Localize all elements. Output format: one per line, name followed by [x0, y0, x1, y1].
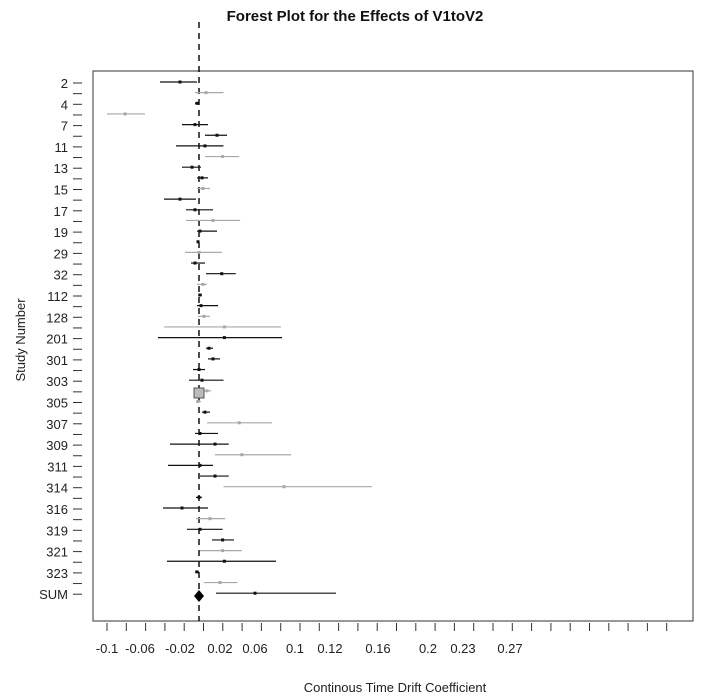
- point-estimate: [196, 240, 200, 244]
- y-tick-label: 201: [46, 332, 68, 347]
- y-tick-label: 307: [46, 417, 68, 432]
- y-tick-label: 319: [46, 523, 68, 538]
- point-estimate: [195, 570, 199, 574]
- point-estimate: [193, 208, 197, 212]
- y-tick-label: 29: [54, 246, 68, 261]
- y-tick-label: 314: [46, 481, 68, 496]
- point-estimate: [178, 80, 182, 84]
- point-estimate: [200, 378, 204, 382]
- x-tick-label: 0.12: [317, 641, 342, 656]
- point-estimate: [201, 282, 205, 286]
- x-axis-label: Continous Time Drift Coefficient: [304, 680, 487, 695]
- point-estimate: [237, 421, 241, 425]
- study-rows: [107, 80, 372, 602]
- point-estimate: [197, 495, 201, 499]
- point-estimate: [203, 144, 207, 148]
- point-estimate: [195, 101, 199, 105]
- y-tick-label: 311: [47, 459, 68, 474]
- y-tick-label: 305: [46, 396, 68, 411]
- point-estimate: [213, 474, 217, 478]
- x-tick-label: 0.27: [497, 641, 522, 656]
- y-tick-label: SUM: [39, 587, 68, 602]
- point-estimate: [218, 581, 222, 585]
- point-estimate: [197, 368, 201, 372]
- y-tick-label: 4: [61, 97, 68, 112]
- point-estimate: [190, 165, 194, 169]
- y-tick-label: 7: [61, 119, 68, 134]
- y-tick-label: 309: [46, 438, 68, 453]
- y-tick-label: 321: [46, 545, 68, 560]
- point-estimate: [213, 442, 217, 446]
- x-axis: -0.1 -0.06 -0.02 0.02 0.06 0.1 0.12 0.16 0.2 0.23…: [96, 623, 668, 656]
- x-tick-label: 0.1: [286, 641, 304, 656]
- x-tick-label: 0.16: [365, 641, 390, 656]
- summary-diamond: [194, 590, 204, 602]
- point-estimate: [202, 314, 206, 318]
- y-tick-label: 128: [46, 310, 68, 325]
- point-estimate: [200, 176, 204, 180]
- y-tick-label: 112: [47, 289, 68, 304]
- point-estimate: [198, 527, 202, 531]
- point-estimate: [221, 549, 225, 553]
- point-estimate: [220, 272, 224, 276]
- x-tick-label: 0.06: [242, 641, 267, 656]
- point-estimate: [207, 346, 211, 350]
- y-tick-label: 19: [54, 225, 68, 240]
- y-axis-label: Study Number: [13, 298, 28, 382]
- y-tick-label: 15: [54, 183, 68, 198]
- point-estimate: [201, 187, 205, 190]
- x-tick-label: 0.2: [419, 641, 437, 656]
- point-estimate: [193, 261, 197, 265]
- point-estimate: [198, 463, 202, 467]
- point-estimate: [221, 155, 225, 159]
- point-estimate: [198, 293, 202, 297]
- point-estimate: [198, 431, 202, 435]
- point-estimate: [203, 410, 207, 414]
- plot-frame: [92, 70, 694, 622]
- chart-title: Forest Plot for the Effects of V1toV2: [226, 8, 484, 25]
- point-estimate: [178, 197, 182, 201]
- point-estimate: [282, 485, 286, 489]
- y-tick-label: 17: [54, 204, 68, 219]
- point-estimate: [123, 112, 127, 116]
- y-tick-label: 301: [46, 353, 68, 368]
- y-tick-label: 11: [55, 140, 69, 155]
- y-tick-label: 32: [54, 268, 68, 283]
- point-estimate: [193, 123, 197, 127]
- y-tick-label: 316: [46, 502, 68, 517]
- point-estimate: [240, 453, 244, 457]
- point-estimate: [205, 389, 209, 393]
- point-estimate: [222, 325, 226, 329]
- point-estimate: [222, 559, 226, 563]
- point-estimate: [211, 218, 215, 222]
- point-estimate: [196, 400, 200, 403]
- x-tick-label: 0.23: [450, 641, 475, 656]
- point-estimate: [180, 506, 184, 510]
- y-tick-label: 13: [54, 161, 68, 176]
- y-tick-label: 303: [46, 374, 68, 389]
- point-estimate: [197, 250, 201, 254]
- x-tick-label: 0.02: [207, 641, 232, 656]
- point-estimate: [204, 91, 208, 95]
- point-estimate: [211, 357, 215, 361]
- weight-box: [193, 387, 205, 399]
- point-estimate: [253, 591, 257, 595]
- point-estimate: [215, 133, 219, 137]
- x-tick-label: -0.1: [96, 641, 118, 656]
- x-tick-label: -0.02: [165, 641, 195, 656]
- y-tick-label: 2: [61, 76, 68, 91]
- point-estimate: [221, 538, 225, 542]
- y-tick-labels: 2 4 7 11 13 15 17 19 29 32 112 128 201 301 303 305 307 30…: [39, 76, 82, 602]
- y-tick-label: 323: [46, 566, 68, 581]
- point-estimate: [222, 336, 226, 340]
- point-estimate: [199, 304, 203, 308]
- x-tick-label: -0.06: [125, 641, 155, 656]
- point-estimate: [198, 229, 202, 233]
- point-estimate: [208, 517, 212, 521]
